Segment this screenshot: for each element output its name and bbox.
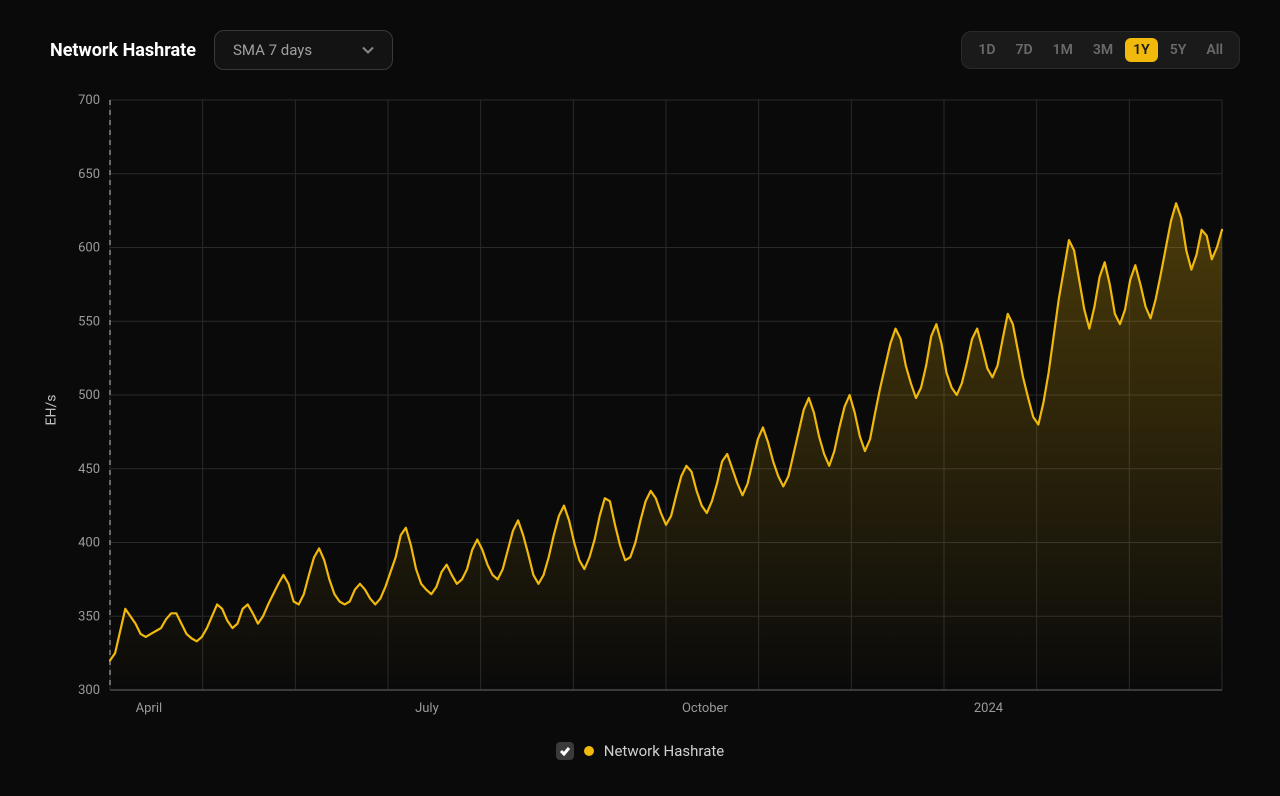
legend-label: Network Hashrate [604,742,724,760]
svg-text:400: 400 [78,536,100,551]
range-btn-1m[interactable]: 1M [1045,38,1081,62]
svg-text:600: 600 [78,241,100,256]
chart-header: Network Hashrate SMA 7 days 1D7D1M3M1Y5Y… [40,30,1240,70]
svg-text:650: 650 [78,167,100,182]
range-btn-1d[interactable]: 1D [970,38,1003,62]
range-btn-1y[interactable]: 1Y [1125,38,1158,62]
chart-legend: Network Hashrate [40,742,1240,760]
legend-checkbox[interactable] [556,742,574,760]
svg-text:450: 450 [78,462,100,477]
svg-text:2024: 2024 [974,701,1004,716]
svg-text:July: July [415,701,439,716]
range-btn-7d[interactable]: 7D [1008,38,1041,62]
svg-text:October: October [682,701,728,716]
chevron-down-icon [362,44,374,56]
svg-text:300: 300 [78,683,100,698]
time-range-selector: 1D7D1M3M1Y5YAll [961,31,1240,69]
legend-color-dot [584,746,594,756]
range-btn-3m[interactable]: 3M [1085,38,1121,62]
svg-text:550: 550 [78,314,100,329]
svg-text:500: 500 [78,388,100,403]
svg-text:350: 350 [78,609,100,624]
chart-area: EH/s 300 350 400 450 500 550 600 650 700 April Jul… [40,90,1240,730]
range-btn-all[interactable]: All [1198,38,1231,62]
svg-text:April: April [136,701,163,716]
range-btn-5y[interactable]: 5Y [1162,38,1195,62]
hashrate-chart: 300 350 400 450 500 550 600 650 700 April July Octo… [40,90,1240,730]
y-axis-label: EH/s [43,395,59,426]
sma-dropdown[interactable]: SMA 7 days [214,30,393,70]
chart-title: Network Hashrate [50,40,196,61]
svg-text:700: 700 [78,93,100,108]
sma-dropdown-label: SMA 7 days [233,41,312,59]
